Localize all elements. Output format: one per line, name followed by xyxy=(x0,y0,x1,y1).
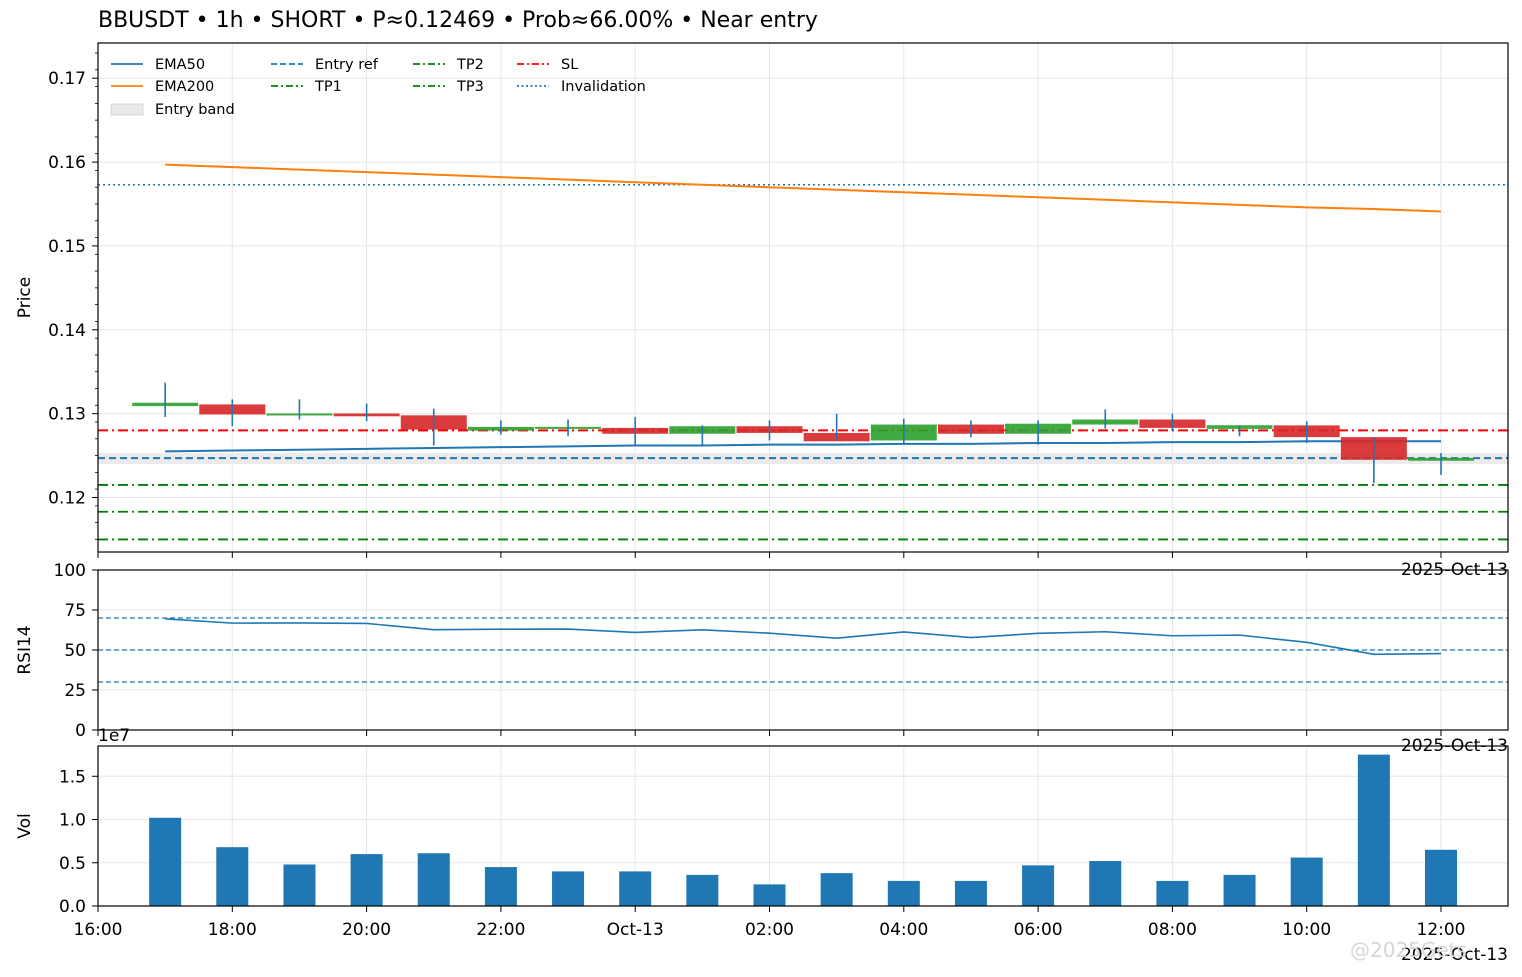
xtick-label-2: 20:00 xyxy=(342,920,391,940)
price-axis-label: Price xyxy=(15,277,35,318)
xtick-label-7: 06:00 xyxy=(1014,920,1063,940)
ema50-line xyxy=(165,440,1441,453)
ytick-label-0-4: 0.16 xyxy=(48,153,86,173)
ytick-label-1-4: 100 xyxy=(54,561,86,581)
legend-label-2: Entry band xyxy=(155,102,235,118)
volume-bar-6 xyxy=(552,871,585,906)
legend-swatch-2 xyxy=(110,103,144,116)
legend-label-4: TP1 xyxy=(314,79,342,95)
volume-bar-16 xyxy=(1223,874,1256,906)
ytick-label-1-0: 0 xyxy=(75,721,86,741)
xtick-label-9: 10:00 xyxy=(1282,920,1331,940)
volume-bar-10 xyxy=(820,873,853,906)
ytick-label-0-3: 0.15 xyxy=(48,237,86,257)
volume-bar-13 xyxy=(1022,865,1055,906)
rsi-axis-label: RSI14 xyxy=(15,625,35,674)
xaxis-corner-date: 2025-Oct-13 xyxy=(1401,945,1508,965)
volume-bar-7 xyxy=(619,871,652,906)
ytick-label-0-0: 0.12 xyxy=(48,488,86,508)
ytick-label-2-1: 0.5 xyxy=(59,854,86,874)
vol-axis-label: Vol xyxy=(15,813,35,838)
legend-label-6: TP3 xyxy=(456,79,484,95)
rsi-line xyxy=(165,618,1442,656)
volume-bar-17 xyxy=(1290,857,1323,906)
volume-bar-4 xyxy=(417,853,450,906)
watermark: @2025Gets xyxy=(1350,938,1467,962)
ytick-label-0-1: 0.13 xyxy=(48,405,86,425)
ytick-label-1-1: 25 xyxy=(64,681,86,701)
legend-label-3: Entry ref xyxy=(315,57,379,73)
xtick-label-6: 04:00 xyxy=(879,920,928,940)
xtick-label-10: 12:00 xyxy=(1417,920,1466,940)
chart-title: BBUSDT • 1h • SHORT • P≈0.12469 • Prob≈6… xyxy=(98,8,818,33)
volume-bar-1 xyxy=(216,847,249,906)
volume-bar-2 xyxy=(283,864,316,906)
ytick-label-0-2: 0.14 xyxy=(48,321,86,341)
xtick-label-4: Oct-13 xyxy=(607,920,664,940)
legend-label-1: EMA200 xyxy=(155,79,214,95)
xtick-label-3: 22:00 xyxy=(476,920,525,940)
volume-bar-14 xyxy=(1089,861,1122,906)
panel-frame-0 xyxy=(97,42,1509,553)
volume-scale-label: 1e7 xyxy=(98,726,130,746)
legend-label-7: SL xyxy=(561,57,578,73)
ytick-label-1-3: 75 xyxy=(64,601,86,621)
price-corner-date: 2025-Oct-13 xyxy=(1401,560,1508,580)
xtick-label-5: 02:00 xyxy=(745,920,794,940)
xtick-label-1: 18:00 xyxy=(208,920,257,940)
legend-label-5: TP2 xyxy=(456,57,484,73)
ytick-label-2-2: 1.0 xyxy=(59,811,86,831)
volume-bar-3 xyxy=(350,854,383,906)
volume-bar-15 xyxy=(1156,880,1189,906)
volume-bar-18 xyxy=(1357,754,1390,906)
legend-label-8: Invalidation xyxy=(561,79,646,95)
volume-bar-8 xyxy=(686,874,719,906)
ytick-label-1-2: 50 xyxy=(64,641,86,661)
volume-bar-0 xyxy=(149,817,182,906)
legend-label-0: EMA50 xyxy=(155,57,205,73)
xtick-label-0: 16:00 xyxy=(74,920,123,940)
volume-bar-19 xyxy=(1425,849,1457,906)
ytick-label-2-3: 1.5 xyxy=(59,767,86,787)
volume-bar-11 xyxy=(887,880,920,906)
volume-bar-5 xyxy=(484,867,517,906)
volume-bar-12 xyxy=(954,880,987,906)
panel-frame-2 xyxy=(97,745,1509,907)
volume-bar-9 xyxy=(753,884,786,906)
rsi-corner-date: 2025-Oct-13 xyxy=(1401,736,1508,756)
ytick-label-0-5: 0.17 xyxy=(48,69,86,89)
ema200-line xyxy=(165,163,1442,213)
xtick-label-8: 08:00 xyxy=(1148,920,1197,940)
ytick-label-2-0: 0.0 xyxy=(59,897,86,917)
